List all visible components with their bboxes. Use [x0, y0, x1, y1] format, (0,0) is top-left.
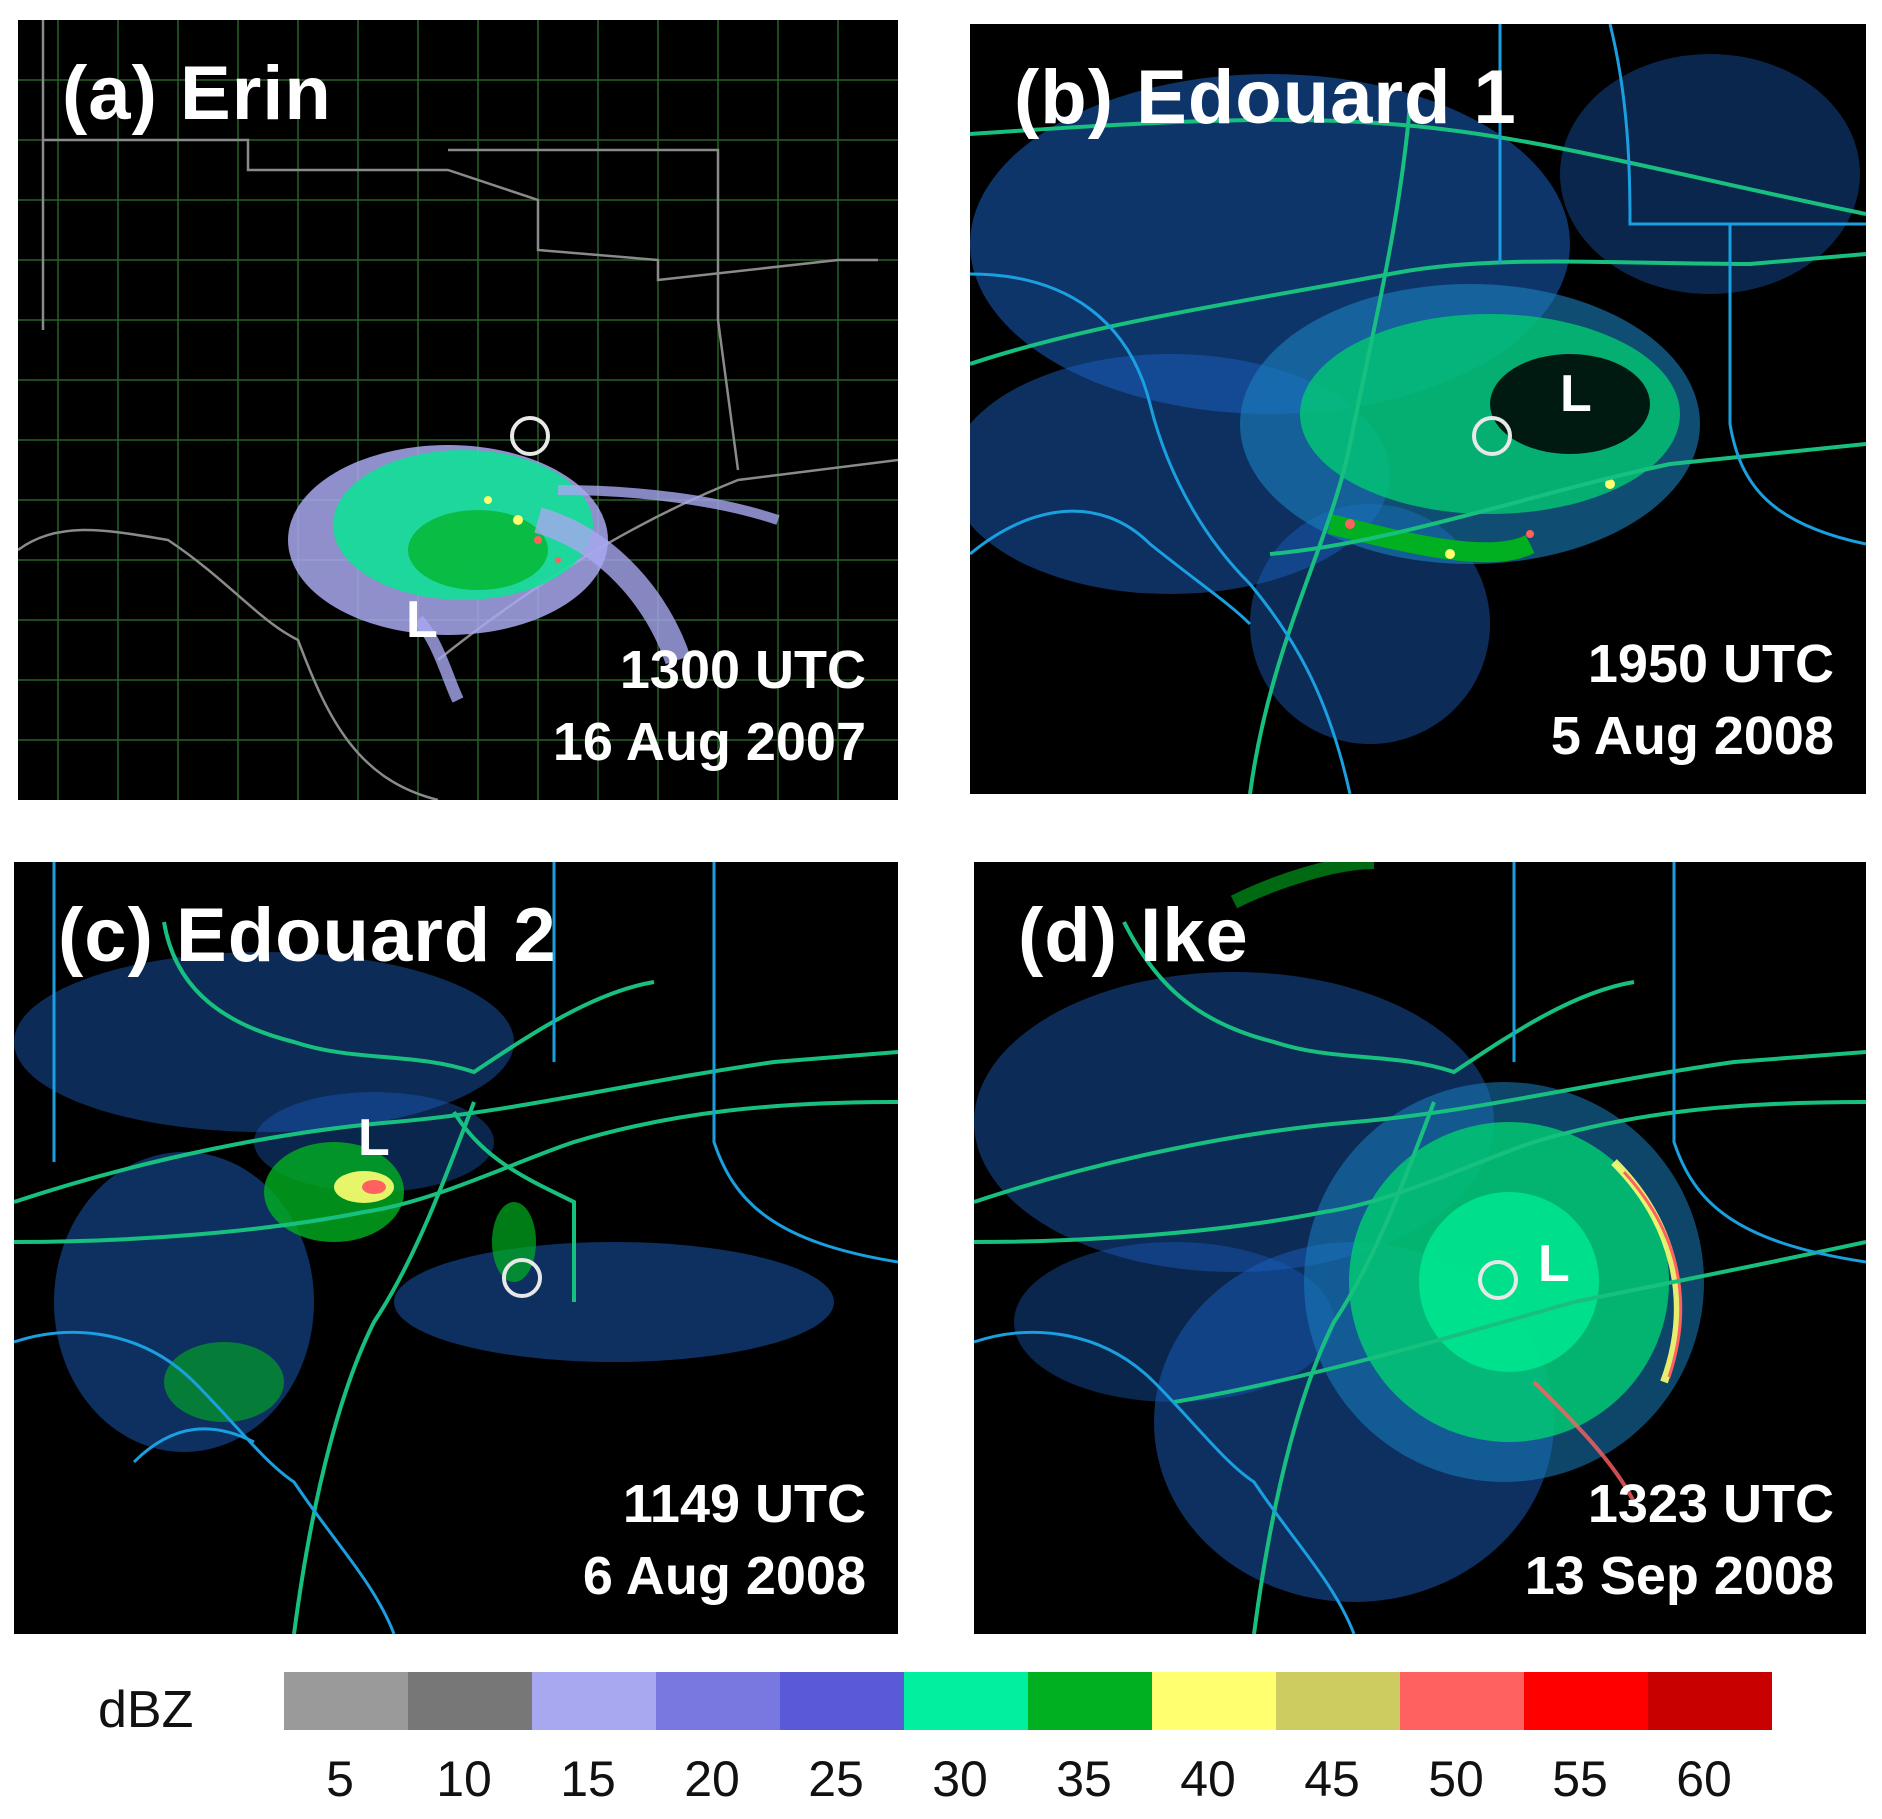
legend-unit-label: dBZ: [98, 1681, 194, 1739]
radar-map-edouard-2: [14, 862, 898, 1634]
panel-title: (d) Ike: [1018, 893, 1249, 978]
echo-region: [970, 54, 1860, 744]
radar-map-edouard-1: [970, 24, 1866, 794]
panel-title: (b) Edouard 1: [1014, 55, 1517, 140]
panel-erin: (a) Erin L 1300 UTC 16 Aug 2007: [18, 20, 898, 800]
low-center-label: L: [1538, 1235, 1570, 1293]
color-scale-tick-label: 60: [1676, 1751, 1732, 1807]
panel-edouard-1: (b) Edouard 1 L 1950 UTC 5 Aug 2008: [970, 24, 1866, 794]
color-scale-tick-label: 40: [1180, 1751, 1236, 1807]
color-scale-tick-label: 5: [326, 1751, 354, 1807]
color-scale-swatch: [408, 1672, 532, 1730]
panel-date: 16 Aug 2007: [552, 712, 866, 772]
panel-time: 1323 UTC: [1587, 1474, 1834, 1534]
panel-time: 1950 UTC: [1587, 634, 1834, 694]
color-scale-tick-label: 30: [932, 1751, 988, 1807]
low-center-label: L: [406, 591, 438, 649]
color-scale-swatch: [1152, 1672, 1276, 1730]
color-scale-swatch: [656, 1672, 780, 1730]
location-circle: [502, 1258, 542, 1298]
color-scale-tick-label: 50: [1428, 1751, 1484, 1807]
color-scale-tick-label: 10: [436, 1751, 492, 1807]
color-scale-tick-label: 20: [684, 1751, 740, 1807]
panel-time: 1149 UTC: [622, 1474, 866, 1534]
color-scale-bar: [284, 1672, 1772, 1730]
color-scale-tick-label: 55: [1552, 1751, 1608, 1807]
color-scale-swatch: [1524, 1672, 1648, 1730]
panel-date: 5 Aug 2008: [1550, 706, 1834, 766]
panel-edouard-2: (c) Edouard 2 L 1149 UTC 6 Aug 2008: [14, 862, 898, 1634]
color-scale-swatch: [1400, 1672, 1524, 1730]
echo-region: [288, 445, 780, 703]
panel-title: (a) Erin: [62, 51, 332, 136]
color-scale-tick-label: 45: [1304, 1751, 1360, 1807]
echo-region: [14, 952, 834, 1452]
panel-timestamp: 1300 UTC 16 Aug 2007: [553, 634, 866, 778]
panel-timestamp: 1323 UTC 13 Sep 2008: [1525, 1468, 1834, 1612]
panel-ike: (d) Ike L 1323 UTC 13 Sep 2008: [974, 862, 1866, 1634]
color-scale-swatch: [284, 1672, 408, 1730]
color-scale-tick-label: 25: [808, 1751, 864, 1807]
color-scale-swatch: [1028, 1672, 1152, 1730]
color-scale-swatch: [1648, 1672, 1772, 1730]
low-center-label: L: [358, 1109, 390, 1167]
color-scale-ticks: 5 10 15 20 25 30 35 40 45 50 55 60: [0, 1750, 1882, 1810]
color-scale-swatch: [1276, 1672, 1400, 1730]
panel-date: 6 Aug 2008: [582, 1546, 866, 1606]
panel-time: 1300 UTC: [619, 640, 866, 700]
color-scale-tick-label: 35: [1056, 1751, 1112, 1807]
location-circle: [1472, 416, 1512, 456]
panel-timestamp: 1950 UTC 5 Aug 2008: [1551, 628, 1834, 772]
location-circle: [1478, 1260, 1518, 1300]
panel-date: 13 Sep 2008: [1524, 1546, 1834, 1606]
color-scale-tick-label: 15: [560, 1751, 616, 1807]
panel-title: (c) Edouard 2: [58, 893, 557, 978]
panel-timestamp: 1149 UTC 6 Aug 2008: [583, 1468, 866, 1612]
radar-map-erin: [18, 20, 898, 800]
location-circle: [510, 416, 550, 456]
color-scale-swatch: [904, 1672, 1028, 1730]
color-scale-swatch: [780, 1672, 904, 1730]
color-scale-swatch: [532, 1672, 656, 1730]
low-center-label: L: [1560, 365, 1592, 423]
